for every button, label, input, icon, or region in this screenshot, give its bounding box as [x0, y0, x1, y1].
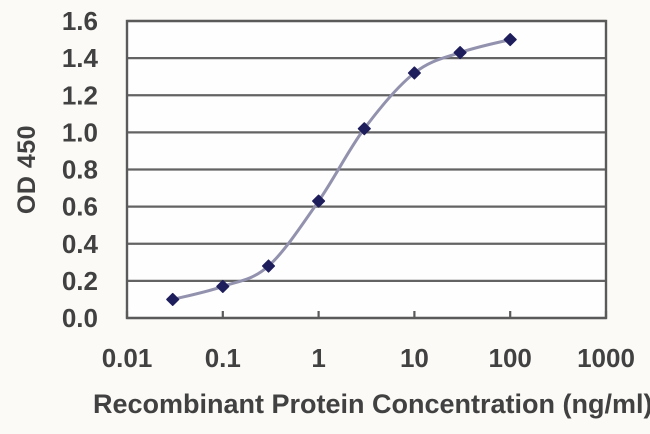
y-axis-title: OD 450 [13, 124, 41, 215]
y-tick-label: 0.2 [62, 266, 98, 296]
y-tick-label: 0.0 [62, 303, 98, 333]
y-tick-label: 1.4 [62, 43, 99, 73]
data-point-marker [407, 66, 421, 80]
x-tick-label: 1 [311, 343, 325, 373]
data-point-marker [312, 194, 326, 208]
x-tick-label: 0.1 [205, 343, 241, 373]
y-tick-label: 0.8 [62, 155, 98, 185]
data-point-marker [216, 279, 230, 293]
x-axis-title: Recombinant Protein Concentration (ng/ml… [93, 389, 650, 419]
y-tick-label: 1.0 [62, 117, 98, 147]
data-point-marker [261, 259, 276, 273]
data-point-marker [453, 46, 467, 60]
x-tick-label: 10 [400, 343, 429, 373]
series-line [171, 38, 512, 301]
x-tick-label: 100 [489, 343, 532, 373]
x-tick-label: 1000 [577, 343, 635, 373]
data-point-marker [166, 292, 180, 306]
x-tick-label: 0.01 [102, 343, 153, 373]
plot-frame [125, 19, 608, 320]
y-tick-label: 1.6 [62, 6, 98, 36]
y-tick-label: 0.6 [62, 192, 98, 222]
data-point-marker [503, 33, 517, 47]
data-point-marker [357, 122, 371, 136]
y-tick-label: 1.2 [62, 80, 98, 110]
y-tick-label: 0.4 [62, 229, 99, 259]
